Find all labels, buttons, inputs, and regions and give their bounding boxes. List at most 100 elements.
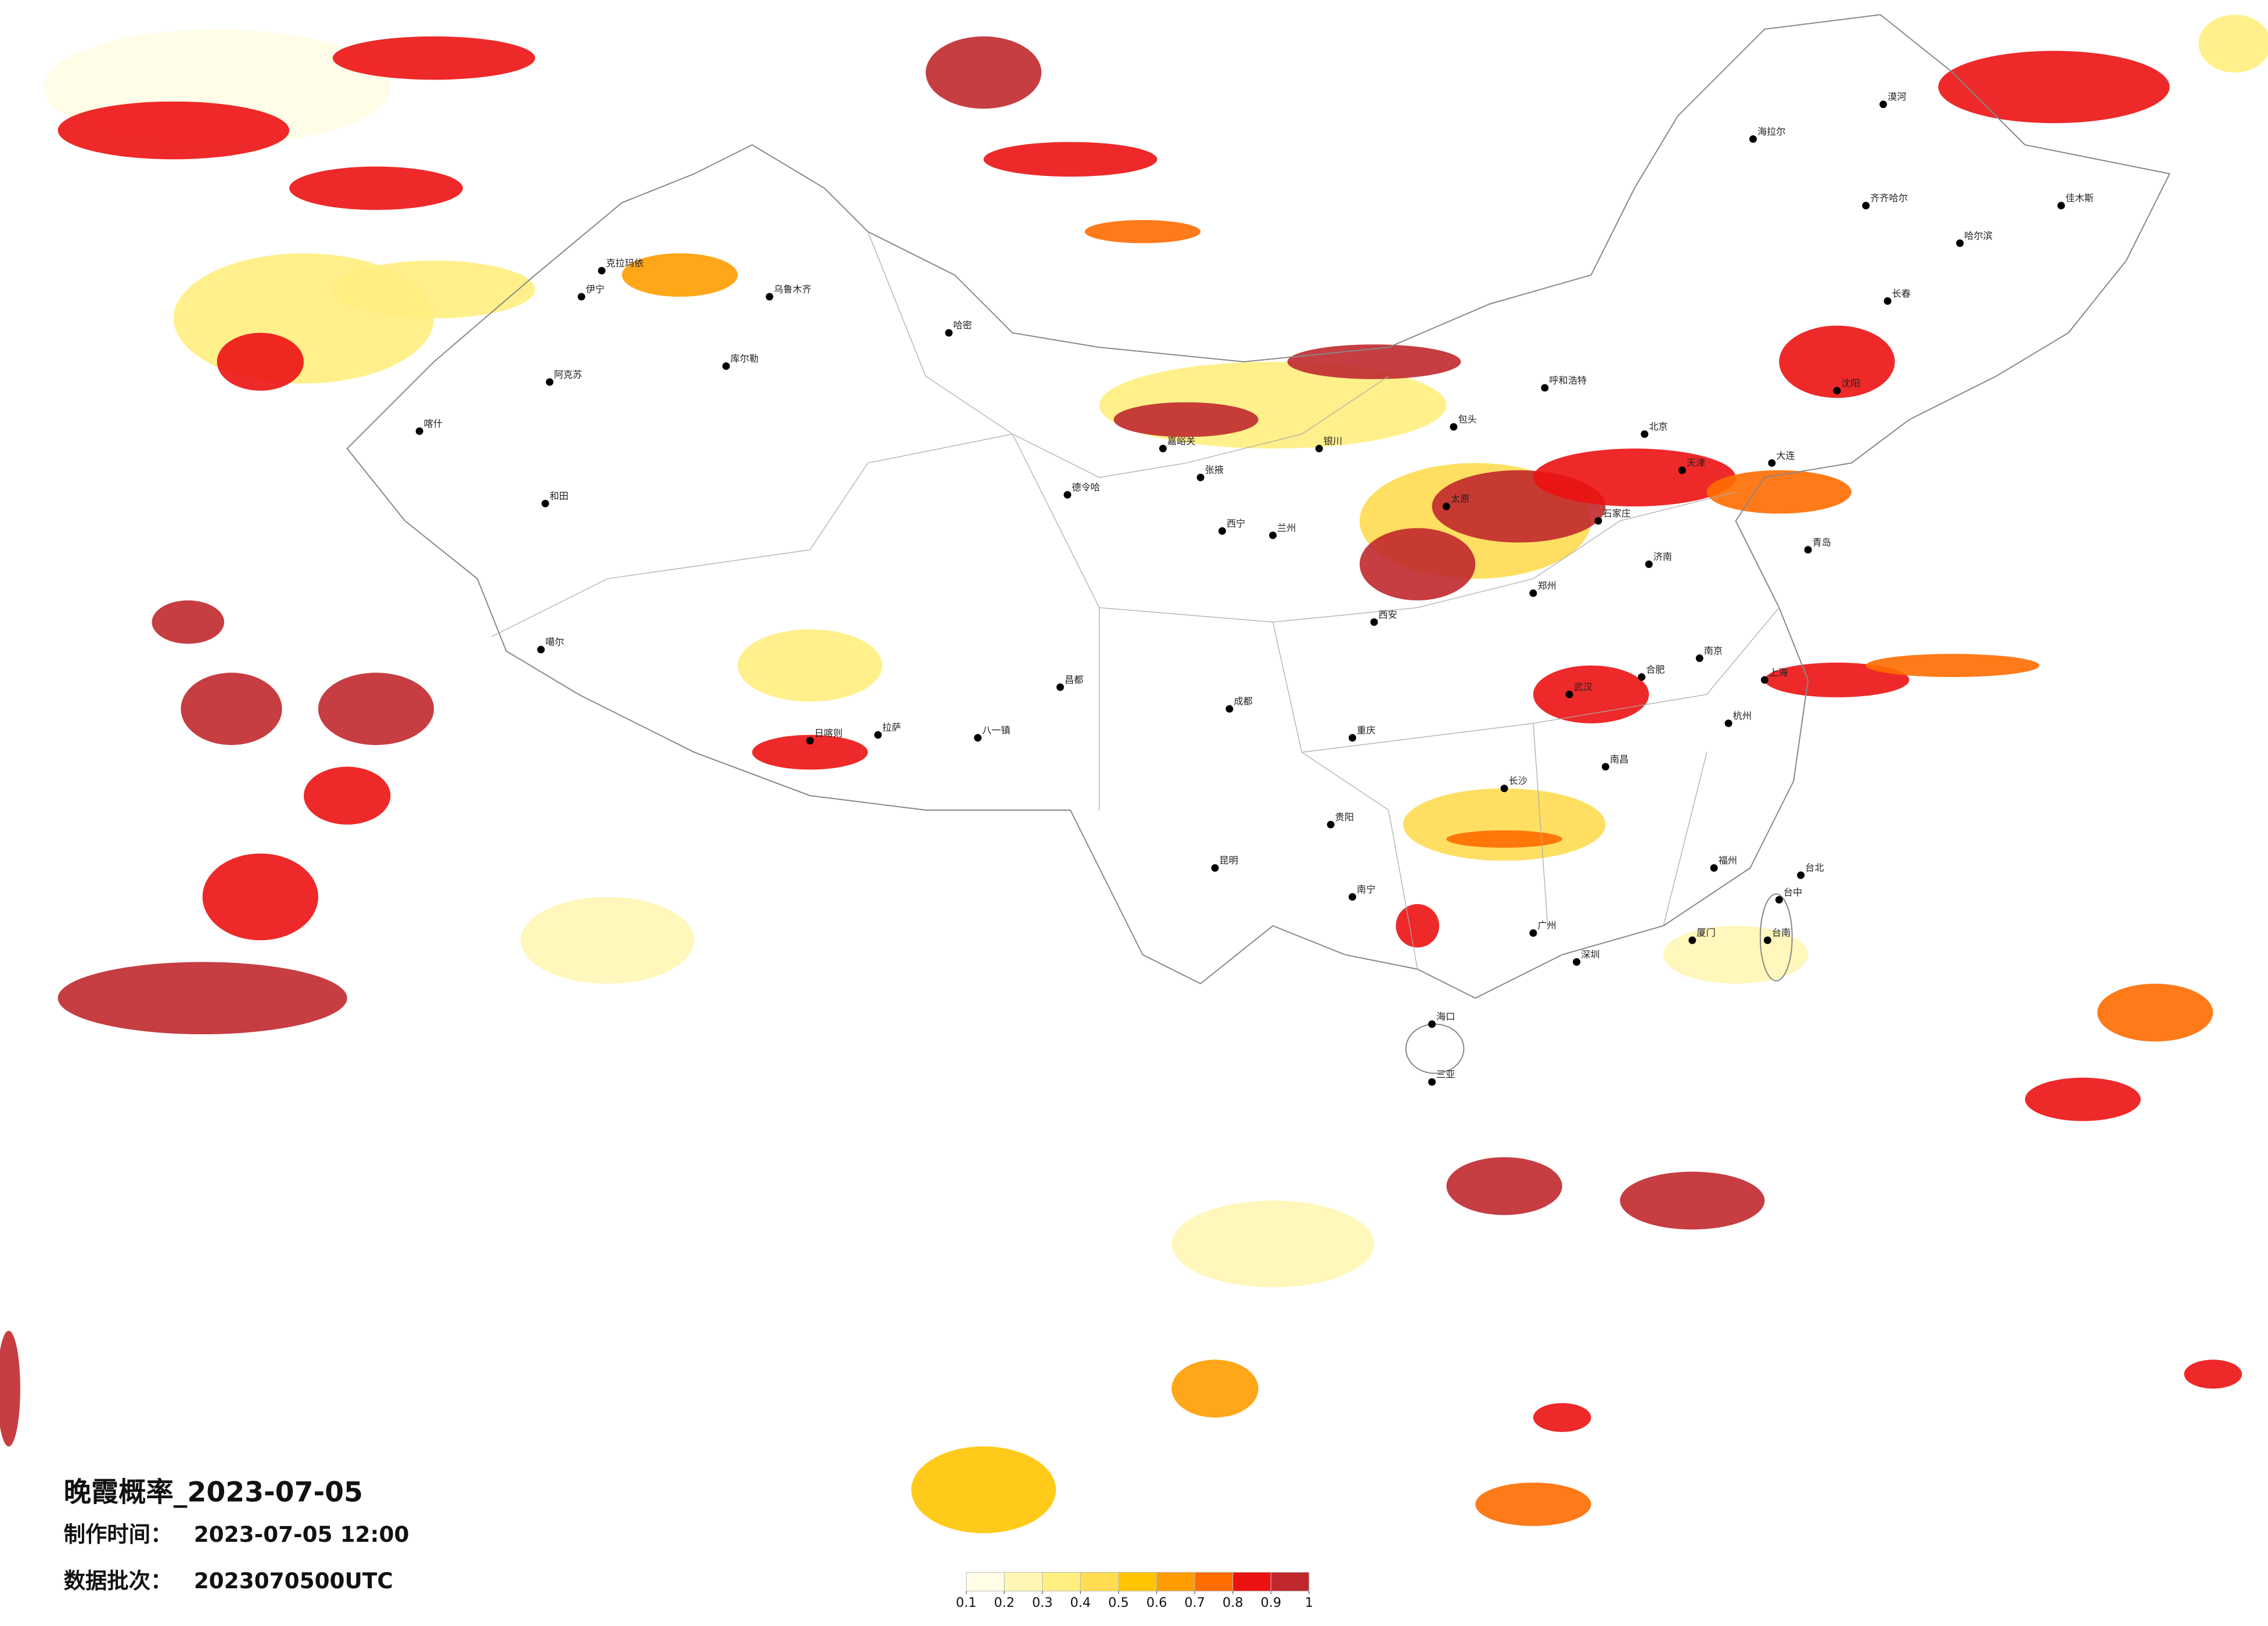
- city-dot: [1688, 936, 1696, 944]
- city-dot: [1804, 546, 1812, 554]
- city-label: 北京: [1649, 421, 1667, 432]
- city-label: 杭州: [1733, 710, 1752, 721]
- city-label: 哈尔滨: [1964, 230, 1993, 241]
- city-label: 长沙: [1509, 775, 1527, 786]
- city-dot: [1775, 895, 1783, 904]
- city-label: 哈密: [953, 320, 972, 331]
- probability-patch: [752, 735, 868, 770]
- city-dot: [1645, 560, 1653, 569]
- probability-patch: [181, 672, 282, 745]
- city-label: 德令哈: [1072, 482, 1100, 493]
- city-label: 齐齐哈尔: [1870, 193, 1908, 204]
- city-dot: [1879, 100, 1888, 109]
- city-label: 包头: [1458, 414, 1476, 425]
- city-dot: [874, 731, 882, 739]
- city-label: 深圳: [1581, 949, 1600, 960]
- probability-patch: [2025, 1077, 2141, 1121]
- city-label: 克拉玛依: [606, 258, 644, 269]
- probability-patch: [202, 853, 318, 941]
- batch-label: 数据批次：: [64, 1568, 172, 1593]
- city-label: 拉萨: [882, 722, 901, 733]
- colorbar-tick-label: 0.9: [1260, 1595, 1281, 1610]
- colorbar: 0.1 0.2 0.3 0.4 0.5 0.6 0.7 0.8 0.9 1: [956, 1571, 1313, 1610]
- probability-patch: [1938, 51, 2170, 124]
- city-label: 沈阳: [1841, 377, 1860, 388]
- probability-patch: [332, 36, 535, 80]
- city-dot: [722, 362, 730, 370]
- city-dot: [545, 378, 553, 386]
- city-dot: [1749, 135, 1757, 143]
- city-dot: [1196, 473, 1205, 481]
- city-label: 青岛: [1813, 537, 1831, 548]
- city-label: 乌鲁木齐: [774, 283, 811, 294]
- city-dot: [765, 293, 774, 301]
- probability-patch: [1446, 1157, 1562, 1215]
- city-label: 南昌: [1610, 754, 1629, 765]
- city-label: 噶尔: [545, 636, 564, 647]
- probability-patch: [1113, 402, 1259, 437]
- colorbar-swatch: [1270, 1571, 1310, 1592]
- probability-patch: [1533, 1403, 1591, 1432]
- city-dot: [598, 267, 606, 275]
- colorbar-swatch: [1156, 1571, 1195, 1592]
- city-dot: [1833, 387, 1841, 395]
- city-label: 太原: [1451, 494, 1469, 505]
- probability-patch: [1084, 220, 1201, 243]
- probability-patch: [1403, 788, 1606, 861]
- city-dot: [1594, 517, 1602, 525]
- probability-patch: [1663, 926, 1809, 984]
- city-label: 厦门: [1696, 927, 1715, 938]
- city-label: 石家庄: [1602, 508, 1631, 519]
- city-dot: [1211, 864, 1219, 872]
- city-label: 日喀则: [814, 728, 843, 739]
- city-label: 长春: [1892, 288, 1910, 299]
- city-label: 台北: [1805, 862, 1824, 873]
- city-dot: [1797, 871, 1805, 879]
- probability-patch: [520, 897, 695, 984]
- probability-patch: [332, 260, 535, 319]
- city-dot: [1450, 423, 1458, 431]
- colorbar-swatch: [1042, 1571, 1081, 1592]
- city-label: 贵阳: [1335, 811, 1354, 822]
- city-dot: [1056, 683, 1064, 691]
- city-dot: [1428, 1078, 1436, 1086]
- probability-patch: [1533, 665, 1649, 724]
- probability-patch: [303, 767, 391, 825]
- colorbar-swatch: [1004, 1571, 1043, 1592]
- city-label: 南宁: [1357, 884, 1375, 895]
- city-label: 银川: [1324, 436, 1342, 447]
- probability-patch: [911, 1446, 1056, 1534]
- city-label: 西宁: [1227, 518, 1245, 529]
- probability-patch: [1171, 1200, 1374, 1287]
- made-time: 2023-07-05 12:00: [194, 1521, 409, 1547]
- probability-patch: [0, 1330, 20, 1447]
- city-dot: [1315, 444, 1323, 452]
- colorbar-tick-label: 0.5: [1108, 1595, 1129, 1610]
- city-label: 昌都: [1065, 674, 1083, 685]
- city-dot: [1862, 202, 1870, 210]
- probability-patch: [1533, 448, 1736, 507]
- city-label: 嘉峪关: [1167, 436, 1196, 447]
- probability-patch: [1396, 904, 1439, 948]
- city-label: 八一镇: [982, 725, 1011, 736]
- city-dot: [945, 329, 953, 337]
- city-dot: [1500, 785, 1508, 793]
- city-label: 库尔勒: [731, 353, 759, 364]
- city-label: 福州: [1719, 855, 1737, 866]
- city-label: 阿克苏: [554, 369, 583, 380]
- city-dot: [1349, 893, 1357, 901]
- probability-patch: [152, 600, 225, 644]
- probability-patch: [1446, 830, 1562, 848]
- city-dot: [537, 646, 545, 654]
- city-label: 南京: [1704, 645, 1723, 656]
- city-label: 台中: [1784, 887, 1802, 898]
- city-label: 呼和浩特: [1549, 375, 1587, 386]
- city-label: 昆明: [1219, 855, 1238, 866]
- probability-patch: [2198, 15, 2268, 73]
- colorbar-swatch: [1118, 1571, 1158, 1592]
- city-dot: [1763, 936, 1771, 944]
- city-dot: [1063, 491, 1072, 499]
- colorbar-swatch: [966, 1571, 1005, 1592]
